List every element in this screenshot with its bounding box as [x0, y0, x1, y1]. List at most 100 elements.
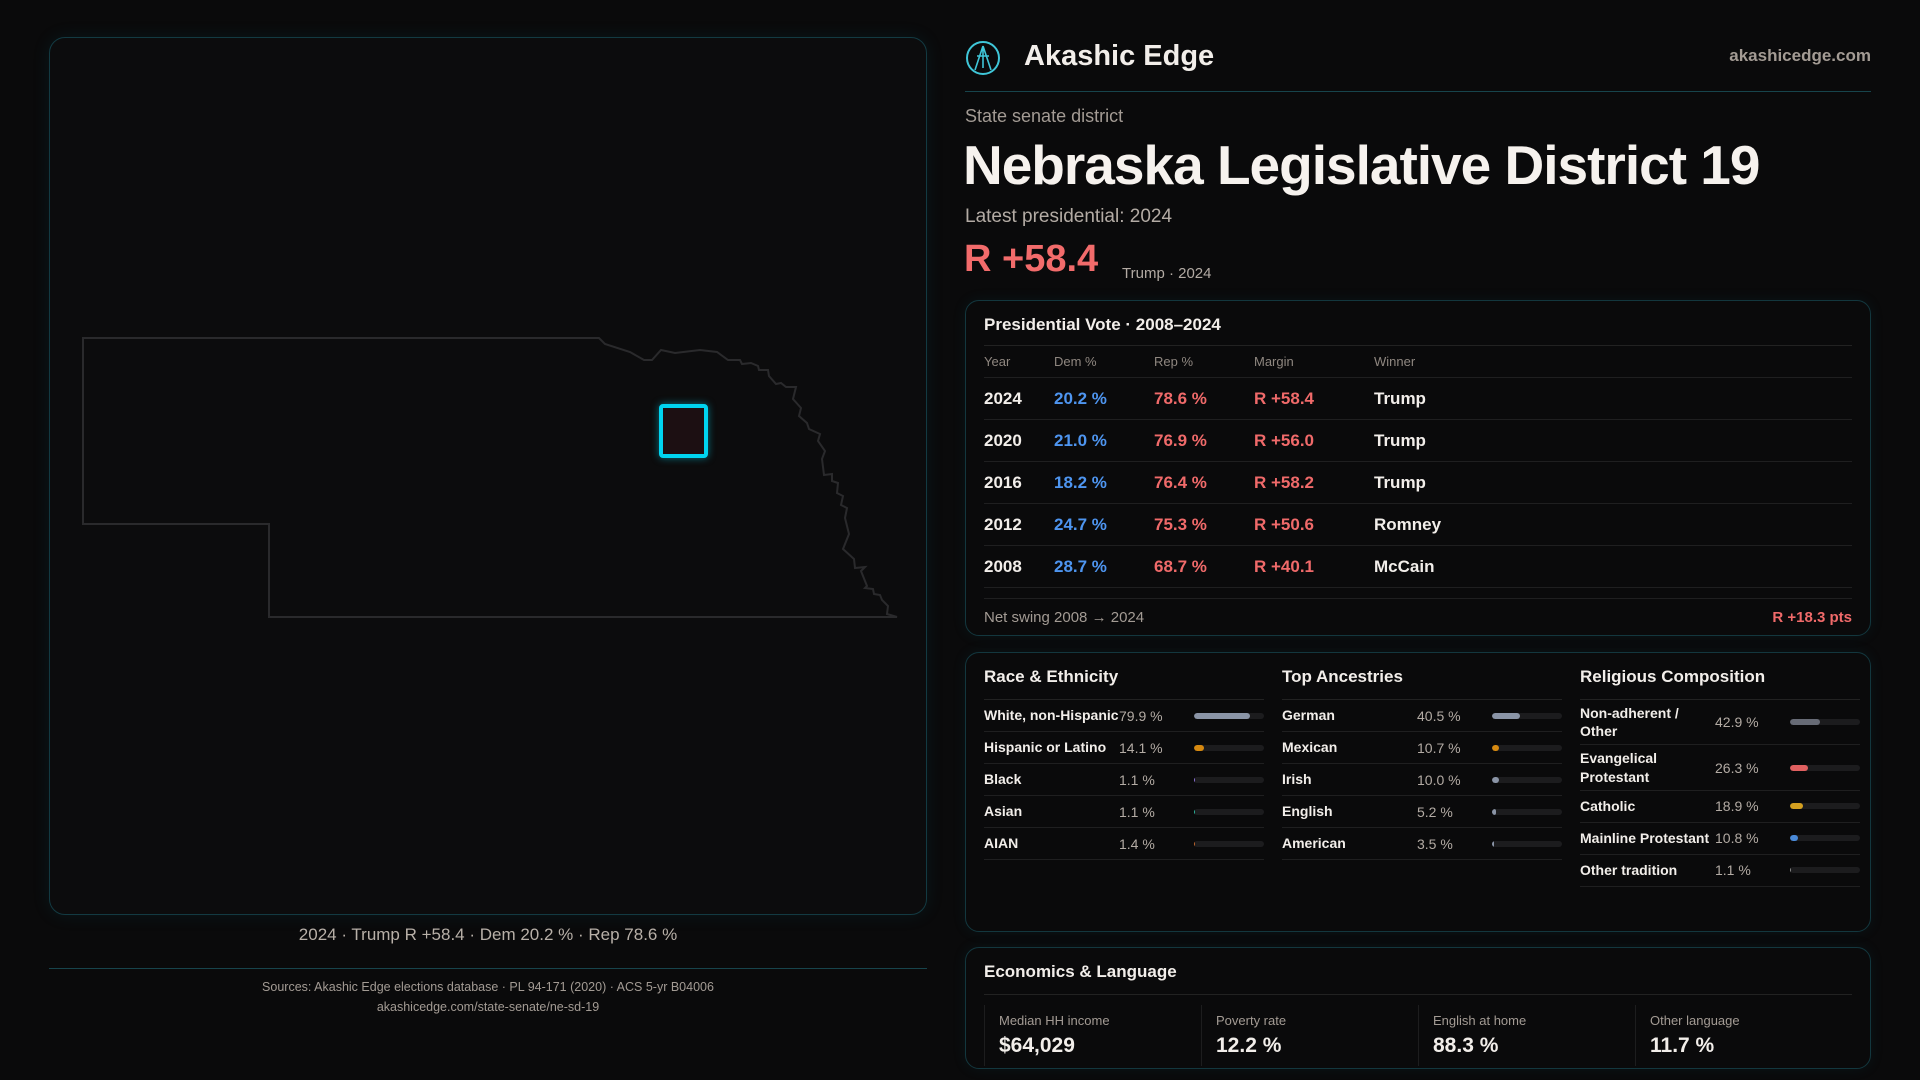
list-item: Black 1.1 % [984, 764, 1264, 796]
cell-year: 2012 [984, 514, 1022, 534]
demographic-group: Race & Ethnicity White, non-Hispanic 79.9 … [984, 667, 1264, 917]
item-label: American [1282, 835, 1346, 852]
card-title: Economics & Language [984, 962, 1852, 995]
list-item: English 5.2 % [1282, 796, 1562, 828]
nebraska-map[interactable] [50, 38, 928, 916]
cell-dem: 28.7 % [1054, 556, 1107, 576]
state-outline [82, 337, 898, 618]
list-item: German 40.5 % [1282, 700, 1562, 732]
group-title: Top Ancestries [1282, 667, 1562, 700]
col-dem: Dem % [1054, 354, 1097, 369]
stat-cells: Median HH income $64,029 Poverty rate 12.2 … [984, 1005, 1852, 1066]
share-bar-fill [1790, 764, 1809, 771]
item-value: 14.1 % [1119, 739, 1163, 756]
cell-rep: 75.3 % [1154, 514, 1207, 534]
cell-winner: Romney [1374, 514, 1442, 534]
cell-margin: R +58.2 [1254, 472, 1315, 492]
cell-dem: 18.2 % [1054, 472, 1107, 492]
share-bar-fill [1492, 776, 1499, 783]
stat-value: 88.3 % [1433, 1034, 1499, 1057]
table-header: Year Dem % Rep % Margin Winner [984, 346, 1852, 378]
list-item: Mexican 10.7 % [1282, 732, 1562, 764]
list-item: Hispanic or Latino 14.1 % [984, 732, 1264, 764]
net-swing-value: R +18.3 pts [1772, 609, 1852, 626]
share-bar [1492, 776, 1562, 783]
item-value: 10.7 % [1417, 739, 1461, 756]
share-bar [1790, 719, 1860, 726]
headline-sub: Trump · 2024 [1122, 265, 1212, 282]
item-label: Other tradition [1580, 862, 1678, 879]
share-bar [1194, 744, 1264, 751]
cell-year: 2016 [984, 472, 1022, 492]
share-bar-fill [1492, 840, 1495, 847]
list-item: Non-adherent / Other 42.9 % [1580, 700, 1860, 746]
col-winner: Winner [1374, 354, 1416, 369]
group-title: Race & Ethnicity [984, 667, 1264, 700]
item-value: 5.2 % [1417, 803, 1453, 820]
net-swing-label: Net swing 2008 → 2024 [984, 609, 1145, 626]
cell-year: 2008 [984, 556, 1022, 576]
stat-cell: Median HH income $64,029 [984, 1005, 1201, 1066]
share-bar-fill [1790, 719, 1821, 726]
item-value: 42.9 % [1715, 714, 1759, 731]
share-bar [1790, 803, 1860, 810]
cell-margin: R +50.6 [1254, 514, 1315, 534]
share-bar [1790, 867, 1860, 874]
item-value: 1.4 % [1119, 835, 1155, 852]
item-label: English [1282, 803, 1333, 820]
item-value: 18.9 % [1715, 798, 1759, 815]
cell-margin: R +40.1 [1254, 556, 1315, 576]
district-highlight[interactable] [659, 404, 708, 458]
col-year: Year [984, 354, 1011, 369]
cell-year: 2024 [984, 388, 1022, 408]
cell-dem: 20.2 % [1054, 388, 1107, 408]
item-value: 40.5 % [1417, 707, 1461, 724]
list-item: AIAN 1.4 % [984, 828, 1264, 860]
item-value: 10.8 % [1715, 830, 1759, 847]
item-value: 1.1 % [1119, 771, 1155, 788]
list-item: American 3.5 % [1282, 828, 1562, 860]
item-label: AIAN [984, 835, 1019, 852]
share-bar-fill [1790, 835, 1798, 842]
stat-label: Other language [1650, 1013, 1740, 1028]
sources-text: Sources: Akashic Edge elections database… [262, 980, 714, 994]
share-bar [1194, 808, 1264, 815]
list-item: Asian 1.1 % [984, 796, 1264, 828]
latest-presidential-label: Latest presidential: 2024 [965, 206, 1173, 227]
map-panel[interactable] [49, 37, 927, 915]
share-bar [1492, 840, 1562, 847]
item-value: 1.1 % [1119, 803, 1155, 820]
item-label: White, non-Hispanic [984, 707, 1119, 724]
share-bar-fill [1194, 776, 1196, 783]
col-margin: Margin [1254, 354, 1294, 369]
demographic-group: Top Ancestries German 40.5 % Mexican 10.7 % I… [1282, 667, 1562, 917]
akashic-edge-logo-icon[interactable] [965, 40, 1001, 76]
list-item: White, non-Hispanic 79.9 % [984, 700, 1264, 732]
demographic-group: Religious Composition Non-adherent / Othe… [1580, 667, 1860, 917]
page-url[interactable]: akashicedge.com/state-senate/ne-sd-19 [376, 1000, 600, 1014]
cell-margin: R +56.0 [1254, 430, 1315, 450]
share-bar-fill [1492, 712, 1521, 719]
share-bar [1492, 808, 1562, 815]
cell-rep: 78.6 % [1154, 388, 1207, 408]
share-bar-fill [1492, 744, 1500, 751]
table-row: 2008 28.7 % 68.7 % R +40.1 McCain [984, 546, 1852, 588]
share-bar [1194, 840, 1264, 847]
stat-cell: Other language 11.7 % [1635, 1005, 1852, 1066]
col-rep: Rep % [1154, 354, 1194, 369]
share-bar [1194, 776, 1264, 783]
item-value: 1.1 % [1715, 862, 1751, 879]
card-title: Presidential Vote · 2008–2024 [984, 315, 1852, 346]
table-row: 2024 20.2 % 78.6 % R +58.4 Trump [984, 378, 1852, 420]
table-row: 2020 21.0 % 76.9 % R +56.0 Trump [984, 420, 1852, 462]
demographics-card: Race & Ethnicity White, non-Hispanic 79.9 … [965, 652, 1871, 932]
share-bar [1492, 712, 1562, 719]
site-link[interactable]: akashicedge.com [1729, 46, 1871, 65]
item-label: Hispanic or Latino [984, 739, 1107, 756]
cell-winner: Trump [1374, 388, 1426, 408]
item-label: Mainline Protestant [1580, 830, 1710, 847]
table-row: 2012 24.7 % 75.3 % R +50.6 Romney [984, 504, 1852, 546]
item-label: Non-adherent / Other [1580, 705, 1679, 740]
cell-rep: 76.9 % [1154, 430, 1207, 450]
map-caption: 2024 · Trump R +58.4 · Dem 20.2 % · Rep … [298, 925, 678, 944]
